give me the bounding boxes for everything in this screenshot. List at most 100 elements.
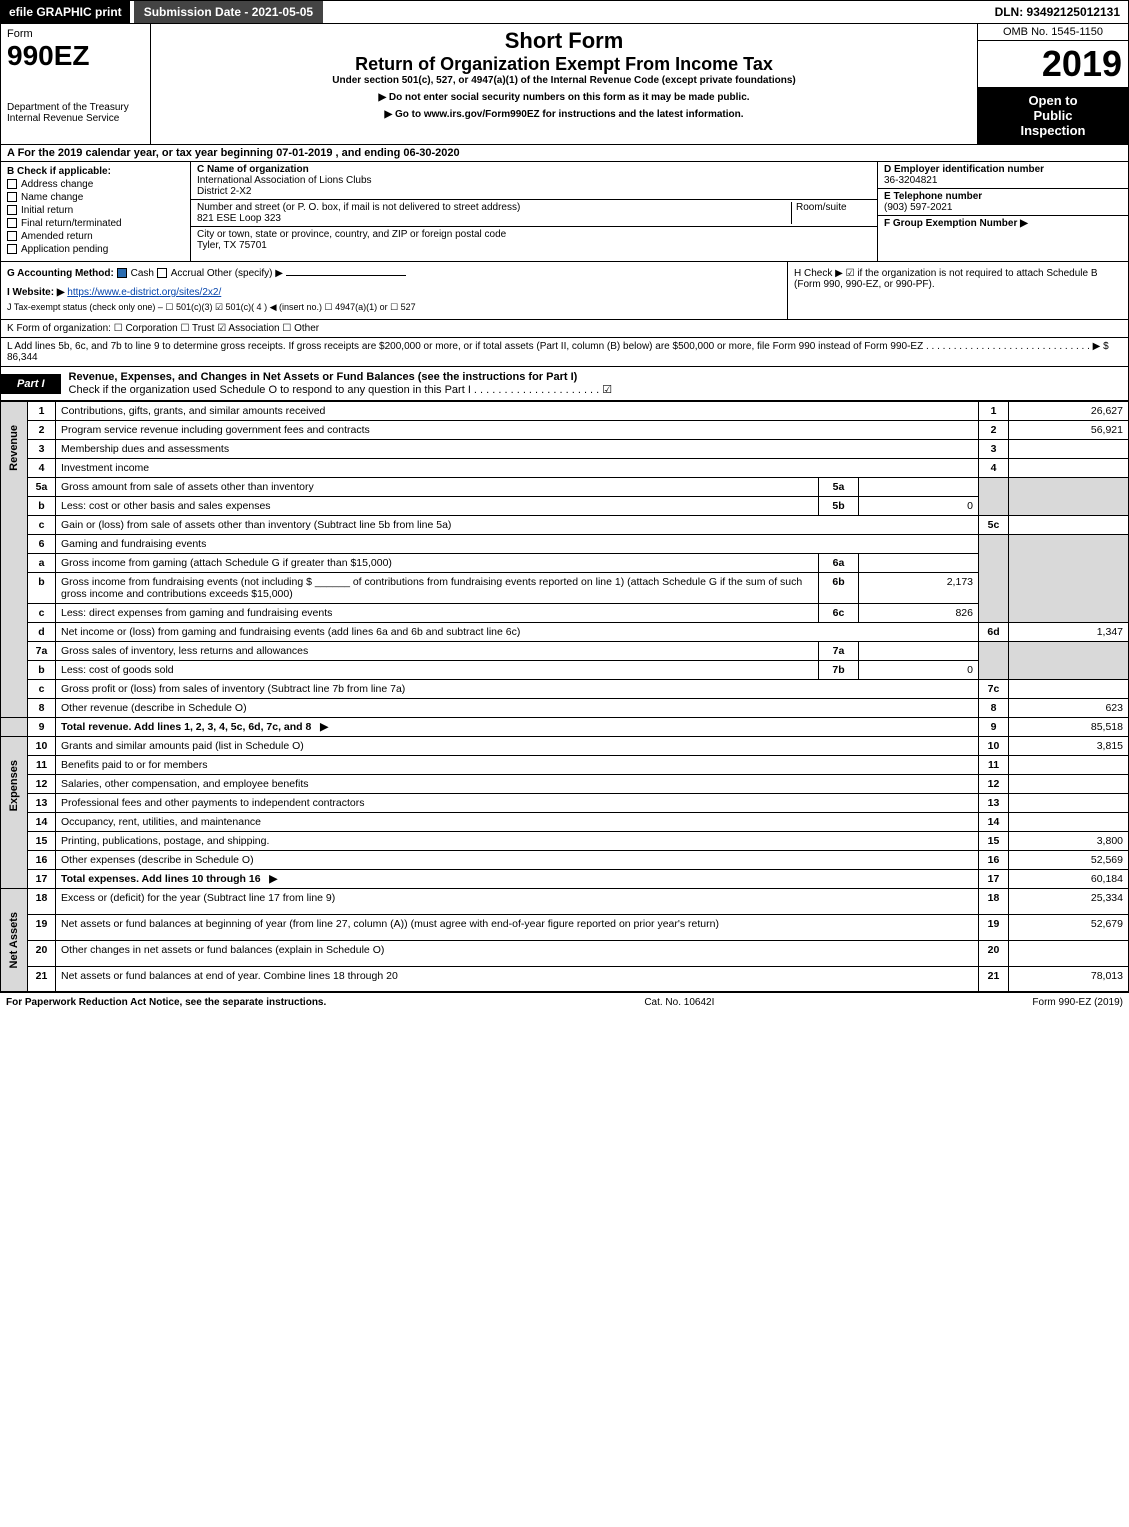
checkbox-final-return[interactable] (7, 218, 17, 228)
checkbox-amended-return[interactable] (7, 231, 17, 241)
line-1-amount: 26,627 (1009, 402, 1129, 421)
row-l-gross-receipts: L Add lines 5b, 6c, and 7b to line 9 to … (0, 338, 1129, 367)
line-2-desc: Program service revenue including govern… (61, 424, 370, 436)
financial-table: Revenue 1 Contributions, gifts, grants, … (0, 401, 1129, 992)
dln-label: DLN: 93492125012131 (987, 1, 1128, 23)
section-c-org: C Name of organization International Ass… (191, 162, 878, 261)
line-14-desc: Occupancy, rent, utilities, and maintena… (61, 816, 261, 828)
dept-treasury: Department of the Treasury (7, 102, 144, 113)
line-8-amount: 623 (1009, 699, 1129, 718)
c-street-label: Number and street (or P. O. box, if mail… (197, 202, 520, 213)
line-20-desc: Other changes in net assets or fund bala… (61, 944, 384, 956)
line-6c-desc: Less: direct expenses from gaming and fu… (61, 607, 332, 619)
line-10-amount: 3,815 (1009, 737, 1129, 756)
checkbox-accrual[interactable] (157, 268, 167, 278)
form-number: 990EZ (7, 40, 144, 72)
row-a-tax-year: A For the 2019 calendar year, or tax yea… (0, 145, 1129, 162)
g-accounting: G Accounting Method: Cash Accrual Other … (7, 268, 781, 279)
top-bar: efile GRAPHIC print Submission Date - 20… (0, 0, 1129, 24)
row-k-org-form: K Form of organization: ☐ Corporation ☐ … (0, 320, 1129, 338)
warning-ssn: ▶ Do not enter social security numbers o… (157, 92, 971, 103)
j-tax-exempt: J Tax-exempt status (check only one) – ☐… (7, 302, 781, 313)
footer-paperwork: For Paperwork Reduction Act Notice, see … (6, 997, 326, 1008)
line-19-amount: 52,679 (1009, 914, 1129, 940)
line-18-amount: 25,334 (1009, 889, 1129, 915)
line-6a-desc: Gross income from gaming (attach Schedul… (61, 557, 392, 569)
line-17-desc: Total expenses. Add lines 10 through 16 (61, 873, 261, 885)
return-title: Return of Organization Exempt From Incom… (157, 54, 971, 75)
d-ein-label: D Employer identification number (884, 164, 1044, 175)
line-5b-value: 0 (859, 497, 979, 516)
goto-link[interactable]: ▶ Go to www.irs.gov/Form990EZ for instru… (157, 109, 971, 120)
line-10-desc: Grants and similar amounts paid (list in… (61, 740, 304, 752)
b-label: B Check if applicable: (7, 166, 184, 177)
org-info-block: B Check if applicable: Address change Na… (0, 162, 1129, 262)
line-8-desc: Other revenue (describe in Schedule O) (61, 702, 247, 714)
line-4-desc: Investment income (61, 462, 149, 474)
checkbox-address-change[interactable] (7, 179, 17, 189)
tel-value: (903) 597-2021 (884, 202, 952, 213)
section-b-checkboxes: B Check if applicable: Address change Na… (1, 162, 191, 261)
line-12-desc: Salaries, other compensation, and employ… (61, 778, 308, 790)
c-city-label: City or town, state or province, country… (197, 229, 506, 240)
line-7b-desc: Less: cost of goods sold (61, 664, 174, 676)
line-16-amount: 52,569 (1009, 851, 1129, 870)
part-1-check-o: Check if the organization used Schedule … (69, 384, 613, 396)
line-6b-value: 2,173 (859, 573, 979, 604)
line-9-amount: 85,518 (1009, 718, 1129, 737)
short-form-title: Short Form (157, 28, 971, 54)
f-group-label: F Group Exemption Number ▶ (884, 218, 1028, 229)
checkbox-application-pending[interactable] (7, 244, 17, 254)
irs-label: Internal Revenue Service (7, 113, 144, 124)
line-1-desc: Contributions, gifts, grants, and simila… (61, 405, 325, 417)
ein-value: 36-3204821 (884, 175, 937, 186)
section-d-e-f: D Employer identification number 36-3204… (878, 162, 1128, 261)
part-1-header: Part I Revenue, Expenses, and Changes in… (0, 367, 1129, 401)
line-6c-value: 826 (859, 604, 979, 623)
accounting-block: G Accounting Method: Cash Accrual Other … (0, 262, 1129, 320)
checkbox-initial-return[interactable] (7, 205, 17, 215)
line-13-desc: Professional fees and other payments to … (61, 797, 365, 809)
line-7c-desc: Gross profit or (loss) from sales of inv… (61, 683, 405, 695)
room-suite-label: Room/suite (796, 202, 847, 213)
line-7b-value: 0 (859, 661, 979, 680)
line-18-desc: Excess or (deficit) for the year (Subtra… (61, 892, 335, 904)
page-footer: For Paperwork Reduction Act Notice, see … (0, 992, 1129, 1012)
line-15-amount: 3,800 (1009, 832, 1129, 851)
org-name: International Association of Lions Clubs (197, 175, 372, 186)
submission-date: Submission Date - 2021-05-05 (134, 1, 323, 23)
line-11-desc: Benefits paid to or for members (61, 759, 207, 771)
line-15-desc: Printing, publications, postage, and shi… (61, 835, 269, 847)
line-6d-amount: 1,347 (1009, 623, 1129, 642)
line-5a-desc: Gross amount from sale of assets other t… (61, 481, 314, 493)
net-assets-side-label: Net Assets (1, 889, 28, 992)
line-21-desc: Net assets or fund balances at end of ye… (61, 970, 398, 982)
efile-print-button[interactable]: efile GRAPHIC print (1, 1, 130, 23)
line-6d-desc: Net income or (loss) from gaming and fun… (61, 626, 520, 638)
i-website-label: I Website: ▶ (7, 287, 65, 298)
subtitle: Under section 501(c), 527, or 4947(a)(1)… (157, 75, 971, 86)
line-6-desc: Gaming and fundraising events (61, 538, 206, 550)
checkbox-cash[interactable] (117, 268, 127, 278)
line-5c-desc: Gain or (loss) from sale of assets other… (61, 519, 451, 531)
part-1-tag: Part I (1, 374, 61, 394)
checkbox-name-change[interactable] (7, 192, 17, 202)
open-public-badge: Open to Public Inspection (978, 87, 1128, 144)
org-name-2: District 2-X2 (197, 186, 251, 197)
website-link[interactable]: https://www.e-district.org/sites/2x2/ (67, 287, 221, 298)
form-label: Form (7, 28, 144, 40)
tax-year: 2019 (978, 41, 1128, 87)
line-17-amount: 60,184 (1009, 870, 1129, 889)
line-2-amount: 56,921 (1009, 421, 1129, 440)
line-3-desc: Membership dues and assessments (61, 443, 229, 455)
h-schedule-b: H Check ▶ ☑ if the organization is not r… (788, 262, 1128, 319)
line-21-amount: 78,013 (1009, 966, 1129, 992)
omb-number: OMB No. 1545-1150 (978, 24, 1128, 41)
line-7a-desc: Gross sales of inventory, less returns a… (61, 645, 308, 657)
form-header: Form 990EZ Department of the Treasury In… (0, 24, 1129, 145)
line-19-desc: Net assets or fund balances at beginning… (61, 918, 719, 930)
footer-form-ref: Form 990-EZ (2019) (1032, 997, 1123, 1008)
org-street: 821 ESE Loop 323 (197, 213, 281, 224)
org-city: Tyler, TX 75701 (197, 240, 267, 251)
line-9-desc: Total revenue. Add lines 1, 2, 3, 4, 5c,… (61, 721, 311, 733)
